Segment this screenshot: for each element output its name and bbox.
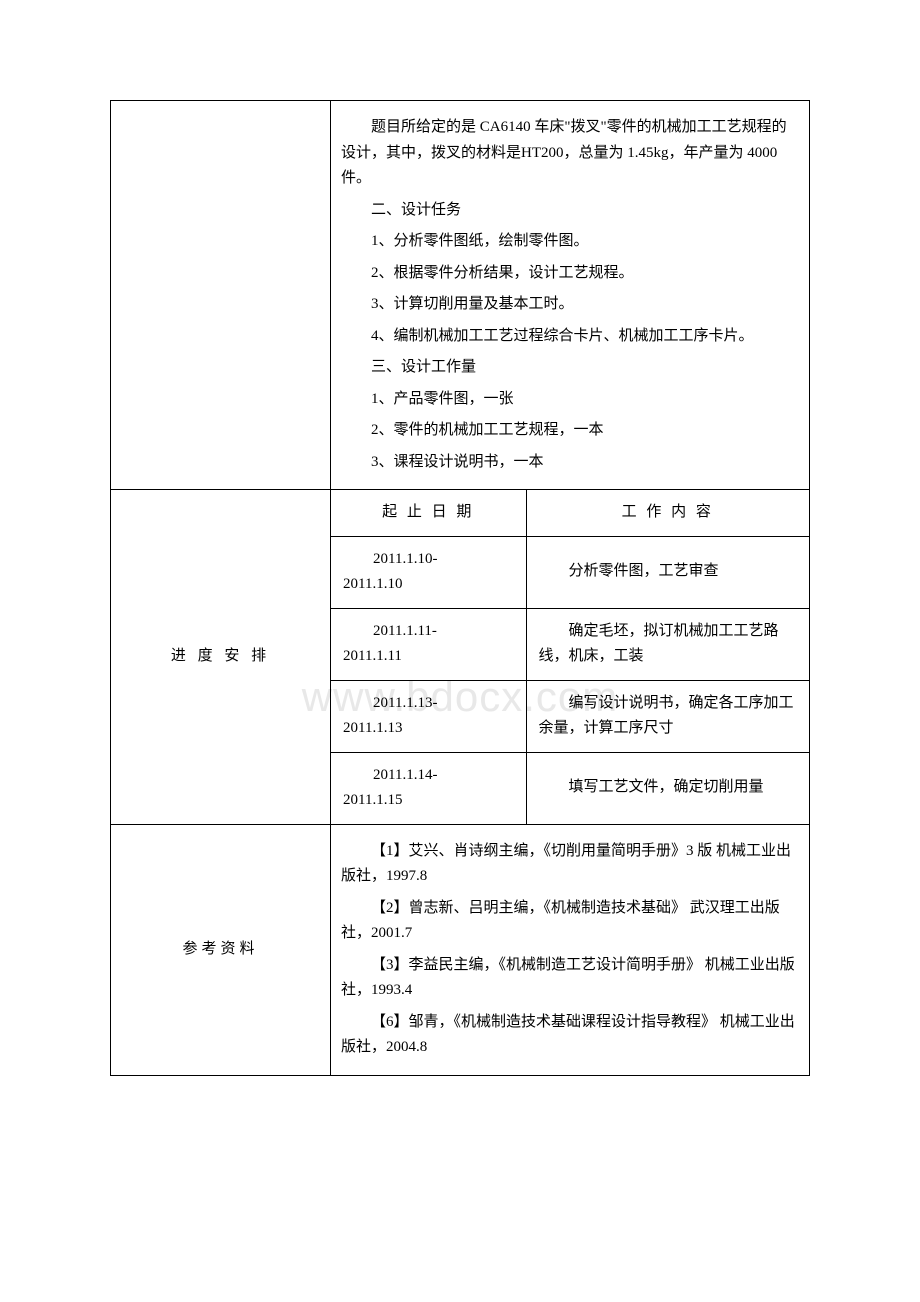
schedule-date-2: 2011.1.11- 2011.1.11 [331, 608, 526, 680]
date-start-1: 2011.1.10- [373, 551, 437, 567]
task-item-2: 2、根据零件分析结果，设计工艺规程。 [341, 261, 799, 287]
date-end-2: 2011.1.11 [343, 644, 402, 670]
task-item-4: 4、编制机械加工工艺过程综合卡片、机械加工工序卡片。 [341, 324, 799, 350]
schedule-row-2: 2011.1.11- 2011.1.11 确定毛坯，拟订机械加工工艺路线，机床，… [331, 608, 809, 680]
date-start-2: 2011.1.11- [373, 623, 437, 639]
date-start-3: 2011.1.13- [373, 695, 437, 711]
references-content: 【1】艾兴、肖诗纲主编，《切削用量简明手册》3 版 机械工业出版社，1997.8… [331, 824, 810, 1075]
document-content: 题目所给定的是 CA6140 车床"拨叉"零件的机械加工工艺规程的设计，其中，拨… [110, 100, 810, 1076]
schedule-table: 起 止 日 期 工 作 内 容 2011.1.10- 2011.1.10 分析零… [331, 490, 809, 824]
date-end-3: 2011.1.13 [343, 716, 402, 742]
intro-paragraph: 题目所给定的是 CA6140 车床"拨叉"零件的机械加工工艺规程的设计，其中，拨… [341, 115, 799, 192]
schedule-date-3: 2011.1.13- 2011.1.13 [331, 680, 526, 752]
section-design-tasks-row: 题目所给定的是 CA6140 车床"拨叉"零件的机械加工工艺规程的设计，其中，拨… [111, 101, 810, 490]
schedule-header-date: 起 止 日 期 [331, 490, 526, 536]
main-table: 题目所给定的是 CA6140 车床"拨叉"零件的机械加工工艺规程的设计，其中，拨… [110, 100, 810, 1076]
schedule-header-content: 工 作 内 容 [526, 490, 809, 536]
section-references-row: 参考资料 【1】艾兴、肖诗纲主编，《切削用量简明手册》3 版 机械工业出版社，1… [111, 824, 810, 1075]
section-label-references: 参考资料 [111, 824, 331, 1075]
schedule-content-2: 确定毛坯，拟订机械加工工艺路线，机床，工装 [526, 608, 809, 680]
schedule-content-1: 分析零件图，工艺审查 [526, 536, 809, 608]
schedule-content-3: 编写设计说明书，确定各工序加工余量，计算工序尺寸 [526, 680, 809, 752]
section-schedule-row: 进 度 安 排 起 止 日 期 工 作 内 容 2011.1.10- 2011.… [111, 490, 810, 825]
schedule-row-4: 2011.1.14- 2011.1.15 填写工艺文件，确定切削用量 [331, 752, 809, 824]
section-design-tasks-content: 题目所给定的是 CA6140 车床"拨叉"零件的机械加工工艺规程的设计，其中，拨… [331, 101, 810, 490]
date-end-4: 2011.1.15 [343, 788, 402, 814]
section-label-schedule: 进 度 安 排 [111, 490, 331, 825]
work-item-1: 1、产品零件图，一张 [341, 387, 799, 413]
schedule-row-3: 2011.1.13- 2011.1.13 编写设计说明书，确定各工序加工余量，计… [331, 680, 809, 752]
work-item-2: 2、零件的机械加工工艺规程，一本 [341, 418, 799, 444]
reference-item-4: 【6】邹青，《机械制造技术基础课程设计指导教程》 机械工业出版社，2004.8 [341, 1010, 799, 1061]
reference-item-3: 【3】李益民主编，《机械制造工艺设计简明手册》 机械工业出版社，1993.4 [341, 953, 799, 1004]
schedule-date-1: 2011.1.10- 2011.1.10 [331, 536, 526, 608]
section-label-empty [111, 101, 331, 490]
date-start-4: 2011.1.14- [373, 767, 437, 783]
heading-design-tasks: 二、设计任务 [341, 198, 799, 224]
date-end-1: 2011.1.10 [343, 572, 402, 598]
schedule-header-row: 起 止 日 期 工 作 内 容 [331, 490, 809, 536]
task-item-1: 1、分析零件图纸，绘制零件图。 [341, 229, 799, 255]
reference-item-1: 【1】艾兴、肖诗纲主编，《切削用量简明手册》3 版 机械工业出版社，1997.8 [341, 839, 799, 890]
work-item-3: 3、课程设计说明书，一本 [341, 450, 799, 476]
schedule-table-cell: 起 止 日 期 工 作 内 容 2011.1.10- 2011.1.10 分析零… [331, 490, 810, 825]
heading-design-workload: 三、设计工作量 [341, 355, 799, 381]
schedule-row-1: 2011.1.10- 2011.1.10 分析零件图，工艺审查 [331, 536, 809, 608]
task-item-3: 3、计算切削用量及基本工时。 [341, 292, 799, 318]
schedule-date-4: 2011.1.14- 2011.1.15 [331, 752, 526, 824]
schedule-content-4: 填写工艺文件，确定切削用量 [526, 752, 809, 824]
reference-item-2: 【2】曾志新、吕明主编，《机械制造技术基础》 武汉理工出版社，2001.7 [341, 896, 799, 947]
